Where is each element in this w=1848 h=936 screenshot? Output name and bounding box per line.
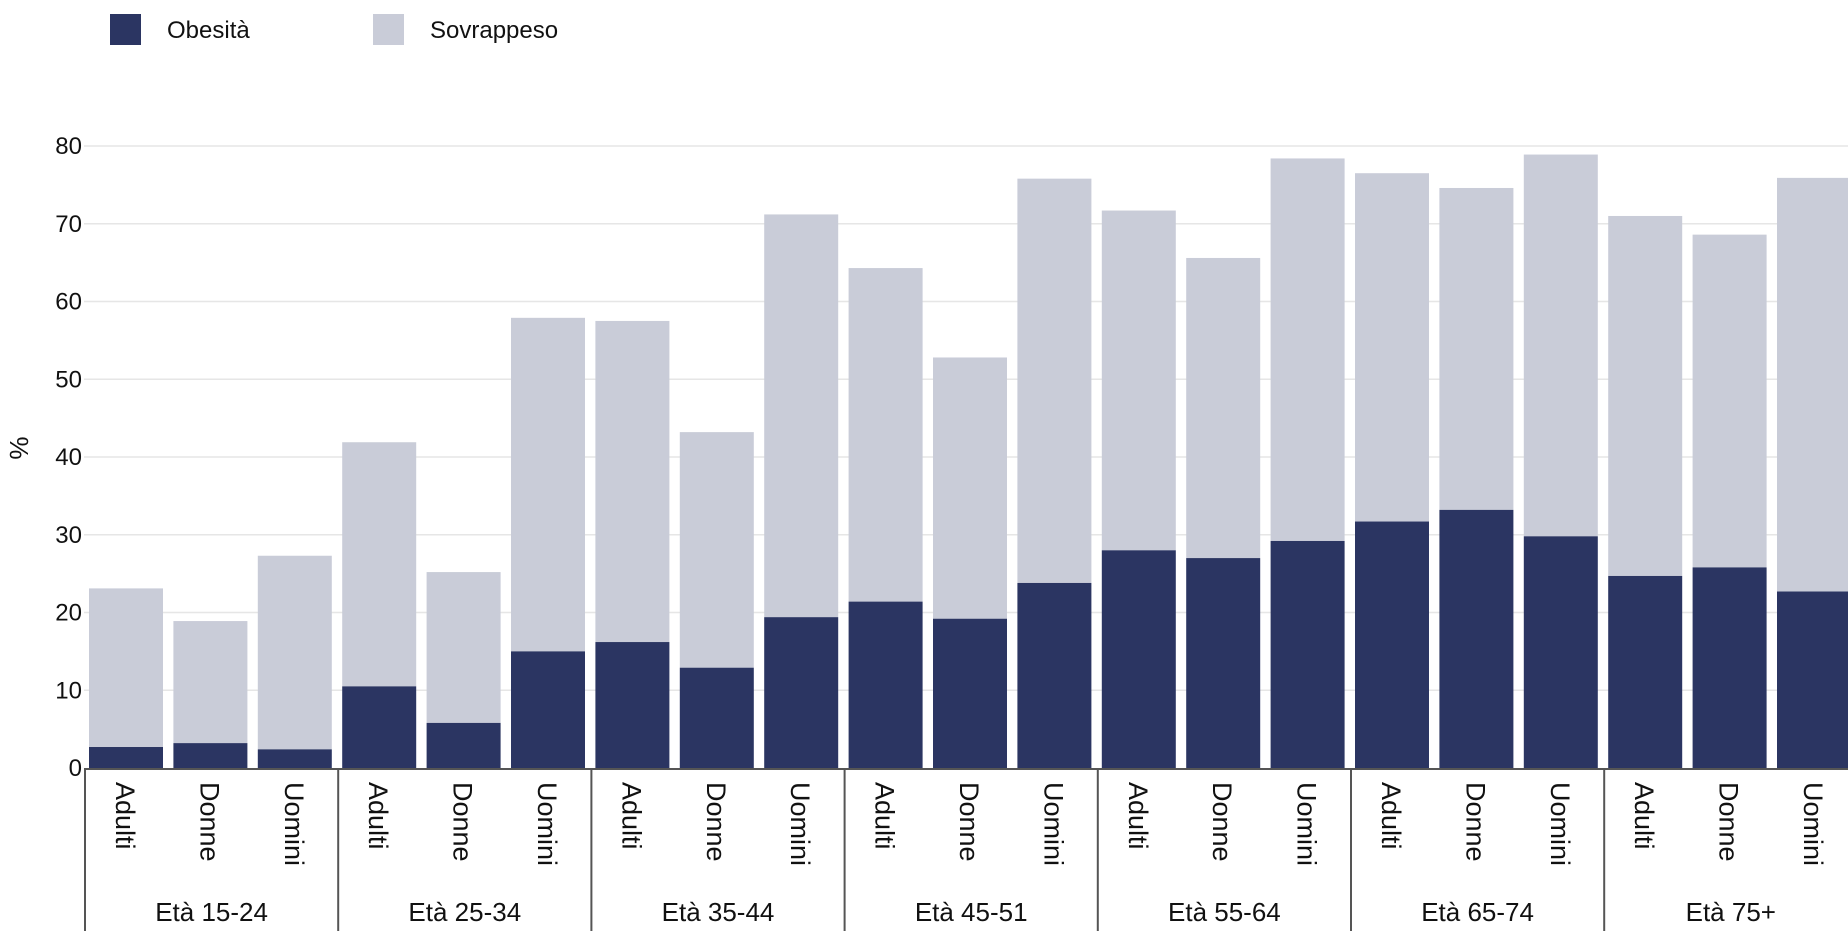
x-tick-label: Uomini [532, 782, 562, 866]
y-axis: 0 10 20 30 40 50 60 70 80% [4, 133, 82, 782]
x-tick-label: Donne [701, 782, 731, 862]
bar-obesita [1186, 558, 1261, 768]
bar-sovrappeso [1270, 158, 1345, 541]
bar-sovrappeso [1777, 177, 1848, 592]
legend-label: Obesità [167, 17, 250, 44]
x-tick-label: Donne [954, 782, 984, 862]
bar-obesita [1692, 567, 1767, 768]
x-tick-label: Adulti [110, 782, 140, 850]
x-tick-label: Uomini [1798, 782, 1828, 866]
bar-sovrappeso [1186, 257, 1261, 559]
bar-sovrappeso [1355, 173, 1429, 522]
bar-sovrappeso [595, 320, 670, 643]
bar-obesita [1523, 536, 1598, 768]
bar-sovrappeso [511, 317, 585, 652]
bar-obesita [848, 601, 923, 768]
x-tick-label: Adulti [1123, 782, 1153, 850]
x-tick-label: Uomini [1292, 782, 1322, 866]
bar-sovrappeso [679, 432, 754, 668]
legend-swatch [373, 14, 404, 45]
x-tick-label: Uomini [279, 782, 309, 866]
bar-sovrappeso [1523, 154, 1598, 537]
x-tick-label: Adulti [616, 782, 646, 850]
bar-sovrappeso [426, 572, 501, 723]
x-tick-label: Adulti [870, 782, 900, 850]
bar-sovrappeso [1608, 215, 1683, 576]
bar-obesita [173, 743, 248, 768]
bar-sovrappeso [89, 588, 163, 748]
bar-sovrappeso [1439, 187, 1514, 510]
bar-obesita [1017, 582, 1092, 768]
bar-sovrappeso [173, 621, 248, 744]
x-tick-label: Donne [448, 782, 478, 862]
x-axis: Adulti Donne Uomini Adulti Donne Uomini Adulti… [84, 768, 1848, 931]
legend-label: Sovrappeso [430, 17, 558, 44]
x-tick-label: Uomini [785, 782, 815, 866]
group-label: Età 75+ [1686, 897, 1776, 927]
y-tick-label: 60 [55, 289, 82, 316]
bar-obesita [1101, 550, 1176, 768]
bar-obesita [1608, 575, 1683, 768]
bar-obesita [89, 747, 163, 768]
group-label: Età 35-44 [662, 897, 775, 927]
y-tick-label: 70 [55, 211, 82, 238]
bar-sovrappeso [764, 214, 839, 618]
bar-obesita [511, 651, 585, 768]
bar-obesita [257, 749, 332, 768]
bar-sovrappeso [1692, 234, 1767, 568]
x-tick-label: Uomini [1038, 782, 1068, 866]
x-tick-label: Donne [1460, 782, 1490, 862]
bar-obesita [764, 617, 839, 768]
y-tick-label: 0 [69, 755, 82, 782]
bar-obesita [1777, 591, 1848, 768]
bar-sovrappeso [848, 268, 923, 602]
group-label: Età 25-34 [408, 897, 521, 927]
bar-obesita [933, 618, 1007, 768]
bar-obesita [679, 667, 754, 768]
bar-sovrappeso [257, 555, 332, 750]
bar-sovrappeso [342, 442, 417, 687]
bar-obesita [1270, 540, 1345, 768]
x-tick-label: Donne [1207, 782, 1237, 862]
x-tick-label: Adulti [1376, 782, 1406, 850]
y-tick-label: 20 [55, 600, 82, 627]
x-tick-label: Donne [194, 782, 224, 862]
bar-obesita [595, 642, 670, 768]
y-tick-label: 80 [55, 133, 82, 160]
bar-sovrappeso [933, 357, 1007, 619]
group-label: Età 45-51 [915, 897, 1028, 927]
x-tick-label: Uomini [1545, 782, 1575, 866]
bar-obesita [1355, 521, 1429, 768]
bar-obesita [342, 686, 417, 768]
x-tick-label: Adulti [1629, 782, 1659, 850]
x-tick-label: Donne [1714, 782, 1744, 862]
legend-swatch [110, 14, 141, 45]
y-tick-label: 50 [55, 366, 82, 393]
bars [89, 154, 1848, 768]
group-label: Età 55-64 [1168, 897, 1281, 927]
y-axis-label: % [4, 436, 34, 459]
group-label: Età 15-24 [155, 897, 268, 927]
y-tick-label: 10 [55, 677, 82, 704]
y-tick-label: 40 [55, 444, 82, 471]
bar-sovrappeso [1101, 210, 1176, 551]
bar-obesita [1439, 509, 1514, 768]
y-tick-label: 30 [55, 522, 82, 549]
group-label: Età 65-74 [1421, 897, 1534, 927]
bar-sovrappeso [1017, 178, 1092, 583]
legend: Obesità Sovrappeso [110, 14, 558, 45]
x-tick-label: Adulti [363, 782, 393, 850]
bar-obesita [426, 722, 501, 768]
